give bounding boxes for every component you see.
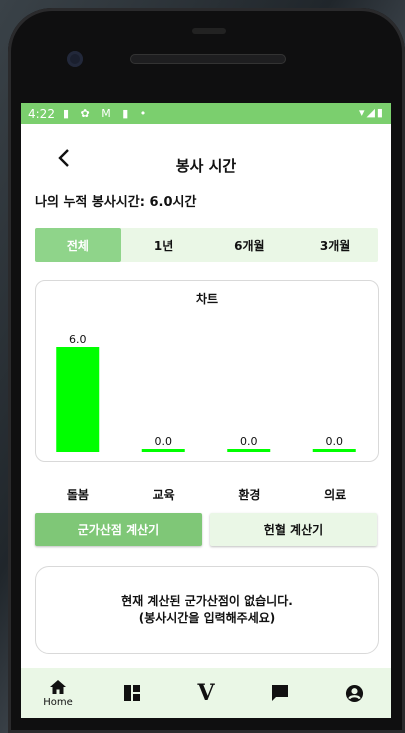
tab-all[interactable]: 전체 [35, 228, 121, 262]
nav-home[interactable]: Home [21, 668, 95, 718]
notification-icons: ▮ ✿ M ▮ • [62, 107, 151, 120]
data-label-의료: 0.0 [326, 435, 344, 448]
category-label-environment: 환경 [238, 488, 261, 502]
tab-6-months[interactable]: 6개월 [234, 238, 265, 253]
total-volunteer-hours: 나의 누적 봉사시간: 6.0시간 [35, 195, 197, 210]
nav-home-label: Home [43, 696, 73, 708]
points-info-card: 현재 계산된 군가산점이 없습니다. (봉사시간을 입력해주세요) [35, 566, 379, 654]
page-title: 봉사 시간 [175, 157, 237, 175]
chart-title: 차트 [195, 292, 219, 306]
earpiece-speaker [130, 54, 286, 64]
category-label-medical: 의료 [324, 488, 347, 502]
data-label-교육: 0.0 [155, 435, 173, 448]
front-camera [67, 51, 83, 67]
nav-chat[interactable] [243, 668, 317, 718]
v-logo-icon: V [197, 680, 215, 706]
bar-의료 [312, 449, 356, 452]
back-chevron-icon[interactable] [57, 148, 71, 173]
chart-card: 차트 6.0 0.0 0.0 0.0 [35, 280, 379, 462]
top-notch [192, 28, 226, 34]
nav-v[interactable]: V [169, 668, 243, 718]
status-time: 4:22 [28, 106, 55, 121]
nav-dashboard[interactable] [95, 668, 169, 718]
bar-돌봄 [56, 347, 100, 452]
info-hint: (봉사시간을 입력해주세요) [138, 611, 276, 625]
military-points-calculator-button[interactable]: 군가산점 계산기 [35, 513, 202, 546]
account-icon [345, 684, 363, 702]
bar-환경 [227, 449, 271, 452]
data-label-돌봄: 6.0 [69, 333, 87, 346]
bottom-navigation: Home V [21, 668, 391, 718]
data-label-환경: 0.0 [240, 435, 258, 448]
bar-chart: 6.0 0.0 0.0 0.0 [56, 333, 356, 452]
tab-1-year[interactable]: 1년 [153, 238, 174, 253]
category-label-care: 돌봄 [66, 488, 89, 502]
signal-battery-icons: ▾◢▮ [358, 106, 385, 119]
blood-donation-calculator-button[interactable]: 헌혈 계산기 [210, 513, 377, 546]
home-icon [50, 679, 66, 694]
nav-account[interactable] [317, 668, 391, 718]
chat-icon [272, 685, 288, 701]
tab-3-months[interactable]: 3개월 [319, 238, 351, 253]
category-labels: 돌봄 교육 환경 의료 [35, 486, 378, 503]
period-tabs: 전체 1년 6개월 3개월 [35, 228, 378, 262]
info-message: 현재 계산된 군가산점이 없습니다. [121, 594, 293, 608]
app-screen: 4:22 ▮ ✿ M ▮ • ▾◢▮ 봉사 시간 나의 누적 봉사시간: 6.0… [21, 103, 391, 718]
bar-교육 [141, 449, 185, 452]
category-label-education: 교육 [152, 488, 175, 502]
status-bar: 4:22 ▮ ✿ M ▮ • ▾◢▮ [21, 103, 391, 124]
dashboard-icon [124, 685, 140, 701]
